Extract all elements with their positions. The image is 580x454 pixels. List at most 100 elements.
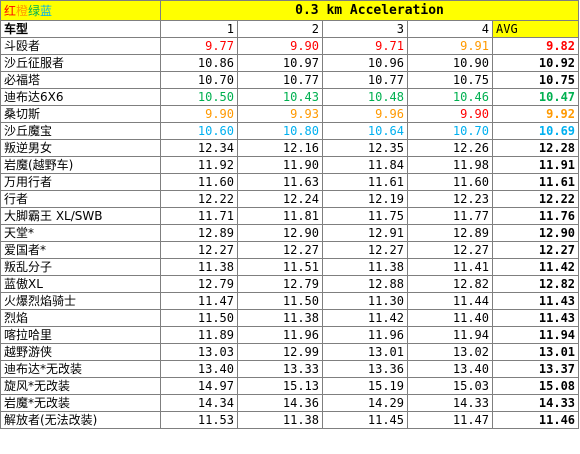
vehicle-name-cell[interactable]: 旋风*无改装 <box>0 377 161 395</box>
run-1-cell[interactable]: 9.77 <box>160 37 238 55</box>
run-2-cell[interactable]: 12.99 <box>237 343 323 361</box>
vehicle-name-cell[interactable]: 迪布达*无改装 <box>0 360 161 378</box>
run-4-cell[interactable]: 10.90 <box>407 54 493 72</box>
run-4-cell[interactable]: 12.82 <box>407 275 493 293</box>
run-4-cell[interactable]: 10.70 <box>407 122 493 140</box>
run-2-cell[interactable]: 12.16 <box>237 139 323 157</box>
run-3-cell[interactable]: 10.48 <box>322 88 408 106</box>
run-2-cell[interactable]: 12.79 <box>237 275 323 293</box>
run-1-cell[interactable]: 14.97 <box>160 377 238 395</box>
run-1-cell[interactable]: 9.90 <box>160 105 238 123</box>
avg-cell[interactable]: 11.61 <box>491 173 580 191</box>
run-2-cell[interactable]: 15.13 <box>237 377 323 395</box>
run-1-cell[interactable]: 10.50 <box>160 88 238 106</box>
run-1-cell[interactable]: 11.38 <box>160 258 238 276</box>
avg-cell[interactable]: 11.76 <box>491 207 580 225</box>
avg-cell[interactable]: 12.28 <box>491 139 580 157</box>
run-3-cell[interactable]: 13.01 <box>322 343 408 361</box>
avg-cell[interactable]: 10.75 <box>491 71 580 89</box>
run-4-cell[interactable]: 12.26 <box>407 139 493 157</box>
run-1-cell[interactable]: 11.50 <box>160 309 238 327</box>
run-2-cell[interactable]: 11.90 <box>237 156 323 174</box>
vehicle-name-cell[interactable]: 斗殴者 <box>0 37 161 55</box>
avg-cell[interactable]: 10.69 <box>491 122 580 140</box>
run-3-cell[interactable]: 11.75 <box>322 207 408 225</box>
avg-cell[interactable]: 15.08 <box>491 377 580 395</box>
run-2-cell[interactable]: 10.43 <box>237 88 323 106</box>
vehicle-name-cell[interactable]: 必福塔 <box>0 71 161 89</box>
run-2-cell[interactable]: 12.27 <box>237 241 323 259</box>
run-2-cell[interactable]: 11.38 <box>237 411 323 429</box>
avg-cell[interactable]: 14.33 <box>491 394 580 412</box>
run-1-cell[interactable]: 11.89 <box>160 326 238 344</box>
run-4-cell[interactable]: 9.91 <box>407 37 493 55</box>
run-2-cell[interactable]: 11.63 <box>237 173 323 191</box>
run-1-header[interactable]: 1 <box>160 20 238 38</box>
vehicle-name-cell[interactable]: 叛乱分子 <box>0 258 161 276</box>
run-1-cell[interactable]: 11.60 <box>160 173 238 191</box>
vehicle-name-cell[interactable]: 爱国者* <box>0 241 161 259</box>
run-1-cell[interactable]: 14.34 <box>160 394 238 412</box>
avg-cell[interactable]: 11.42 <box>491 258 580 276</box>
vehicle-name-cell[interactable]: 岩魔(越野车) <box>0 156 161 174</box>
run-2-cell[interactable]: 10.97 <box>237 54 323 72</box>
run-3-cell[interactable]: 12.19 <box>322 190 408 208</box>
vehicle-name-cell[interactable]: 火爆烈焰骑士 <box>0 292 161 310</box>
avg-cell[interactable]: 11.46 <box>491 411 580 429</box>
run-4-cell[interactable]: 12.89 <box>407 224 493 242</box>
run-2-cell[interactable]: 11.51 <box>237 258 323 276</box>
avg-cell[interactable]: 9.92 <box>491 105 580 123</box>
run-3-cell[interactable]: 11.96 <box>322 326 408 344</box>
run-2-cell[interactable]: 14.36 <box>237 394 323 412</box>
run-1-cell[interactable]: 12.27 <box>160 241 238 259</box>
run-2-cell[interactable]: 12.90 <box>237 224 323 242</box>
run-2-cell[interactable]: 11.38 <box>237 309 323 327</box>
run-4-cell[interactable]: 11.77 <box>407 207 493 225</box>
run-3-cell[interactable]: 11.61 <box>322 173 408 191</box>
vehicle-name-cell[interactable]: 沙丘魔宝 <box>0 122 161 140</box>
run-2-cell[interactable]: 9.93 <box>237 105 323 123</box>
vehicle-name-cell[interactable]: 解放者(无法改装) <box>0 411 161 429</box>
run-2-cell[interactable]: 10.77 <box>237 71 323 89</box>
vehicle-name-cell[interactable]: 万用行者 <box>0 173 161 191</box>
run-3-cell[interactable]: 12.27 <box>322 241 408 259</box>
run-2-header[interactable]: 2 <box>237 20 323 38</box>
run-3-cell[interactable]: 10.77 <box>322 71 408 89</box>
vehicle-name-cell[interactable]: 蓝傲XL <box>0 275 161 293</box>
run-4-header[interactable]: 4 <box>407 20 493 38</box>
vehicle-name-cell[interactable]: 行者 <box>0 190 161 208</box>
vehicle-name-cell[interactable]: 岩魔*无改装 <box>0 394 161 412</box>
run-1-cell[interactable]: 13.40 <box>160 360 238 378</box>
vehicle-name-cell[interactable]: 桑切斯 <box>0 105 161 123</box>
run-3-cell[interactable]: 14.29 <box>322 394 408 412</box>
run-3-cell[interactable]: 11.45 <box>322 411 408 429</box>
run-2-cell[interactable]: 13.33 <box>237 360 323 378</box>
vehicle-name-cell[interactable]: 喀拉哈里 <box>0 326 161 344</box>
color-legend-cell[interactable]: 红橙绿蓝 <box>0 0 161 21</box>
avg-cell[interactable]: 9.82 <box>491 37 580 55</box>
avg-cell[interactable]: 11.43 <box>491 309 580 327</box>
avg-cell[interactable]: 11.43 <box>491 292 580 310</box>
run-4-cell[interactable]: 12.23 <box>407 190 493 208</box>
run-4-cell[interactable]: 11.41 <box>407 258 493 276</box>
avg-header[interactable]: AVG <box>491 20 580 38</box>
run-3-cell[interactable]: 13.36 <box>322 360 408 378</box>
run-4-cell[interactable]: 14.33 <box>407 394 493 412</box>
run-4-cell[interactable]: 11.98 <box>407 156 493 174</box>
run-4-cell[interactable]: 13.02 <box>407 343 493 361</box>
run-4-cell[interactable]: 11.44 <box>407 292 493 310</box>
run-4-cell[interactable]: 10.46 <box>407 88 493 106</box>
vehicle-name-cell[interactable]: 天堂* <box>0 224 161 242</box>
run-1-cell[interactable]: 11.92 <box>160 156 238 174</box>
vehicle-name-cell[interactable]: 迪布达6X6 <box>0 88 161 106</box>
run-3-header[interactable]: 3 <box>322 20 408 38</box>
run-1-cell[interactable]: 13.03 <box>160 343 238 361</box>
vehicle-name-cell[interactable]: 越野游侠 <box>0 343 161 361</box>
run-1-cell[interactable]: 11.47 <box>160 292 238 310</box>
run-3-cell[interactable]: 11.38 <box>322 258 408 276</box>
run-3-cell[interactable]: 12.88 <box>322 275 408 293</box>
run-1-cell[interactable]: 11.53 <box>160 411 238 429</box>
run-1-cell[interactable]: 10.60 <box>160 122 238 140</box>
avg-cell[interactable]: 11.94 <box>491 326 580 344</box>
run-4-cell[interactable]: 12.27 <box>407 241 493 259</box>
